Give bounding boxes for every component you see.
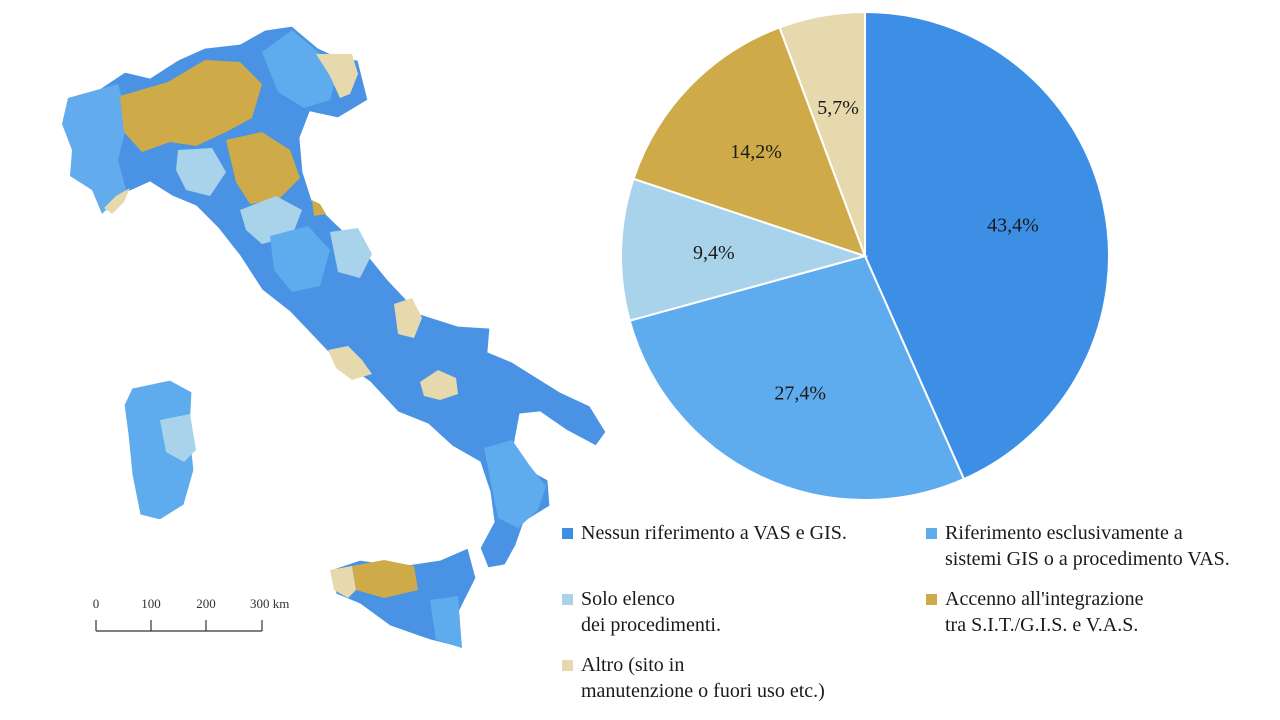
legend-item-list: Solo elenco dei procedimenti. xyxy=(562,586,721,638)
legend-swatch-list xyxy=(562,594,573,605)
italy-map: 0 100 200 300 km xyxy=(61,25,607,649)
map-region-marche-light xyxy=(330,228,372,278)
legend-label-other: Altro (sito in manutenzione o fuori uso … xyxy=(581,654,825,702)
map-region-lombardy-gold xyxy=(120,60,262,152)
pie-slice-list xyxy=(620,177,869,322)
map-sardinia xyxy=(123,379,195,521)
map-sardinia-light xyxy=(160,414,196,462)
pie-label-exclusive: 27,4% xyxy=(774,383,826,405)
legend-swatch-exclusive xyxy=(926,528,937,539)
pie-slice-none xyxy=(864,10,1110,481)
map-region-lombardy-light xyxy=(176,148,226,196)
pie-slice-integration xyxy=(632,26,867,258)
scale-label-200: 200 xyxy=(196,596,216,611)
pie-label-other: 5,7% xyxy=(817,97,859,119)
scale-label-0: 0 xyxy=(93,596,100,611)
legend-swatch-integration xyxy=(926,594,937,605)
legend-item-exclusive: Riferimento esclusivamente a sistemi GIS… xyxy=(926,520,1230,572)
legend-swatch-other xyxy=(562,660,573,671)
legend-label-none: Nessun riferimento a VAS e GIS. xyxy=(581,522,847,544)
pie-label-list: 9,4% xyxy=(693,242,735,264)
map-region-central xyxy=(270,226,330,292)
pie-label-none: 43,4% xyxy=(987,215,1039,237)
legend-label-integration: Accenno all'integrazione tra S.I.T./G.I.… xyxy=(945,588,1144,636)
map-region-piedmont xyxy=(62,84,128,214)
map-region-liguria-sand xyxy=(104,188,130,214)
legend-item-other: Altro (sito in manutenzione o fuori uso … xyxy=(562,652,825,704)
map-region-friuli xyxy=(316,54,358,98)
legend-item-integration: Accenno all'integrazione tra S.I.T./G.I.… xyxy=(926,586,1144,638)
scale-label-300: 300 km xyxy=(250,596,289,611)
map-region-campania-sand xyxy=(328,346,372,380)
map-scale-bar: 0 100 200 300 km xyxy=(93,596,289,632)
legend-label-list: Solo elenco dei procedimenti. xyxy=(581,588,721,636)
pie-slice-other xyxy=(778,10,866,257)
scale-label-100: 100 xyxy=(141,596,161,611)
map-sicily-gold xyxy=(352,560,418,598)
map-region-emilia-gold xyxy=(226,132,300,204)
pie-label-integration: 14,2% xyxy=(730,141,782,163)
map-region-abruzzo-sand xyxy=(394,298,422,338)
map-region-veneto xyxy=(262,30,338,108)
legend-swatch-none xyxy=(562,528,573,539)
map-sicily-east xyxy=(430,596,462,648)
pie-slice-exclusive xyxy=(628,254,966,501)
map-region-romagna-sand xyxy=(312,200,326,216)
map-region-calabria xyxy=(484,440,546,528)
map-region-molise-sand xyxy=(420,370,458,400)
map-sicily-sand xyxy=(330,566,356,598)
legend-label-exclusive: Riferimento esclusivamente a sistemi GIS… xyxy=(945,522,1230,570)
legend-item-none: Nessun riferimento a VAS e GIS. xyxy=(562,520,847,546)
